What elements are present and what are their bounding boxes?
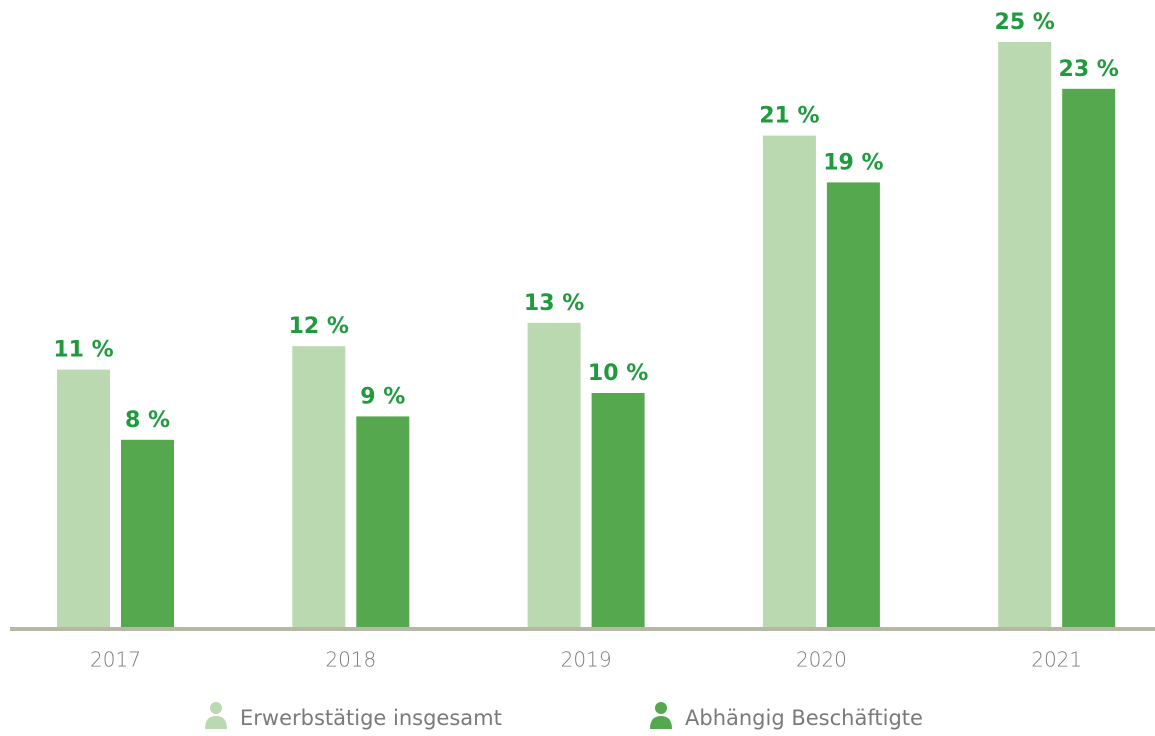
x-tick-label: 2021 xyxy=(1031,648,1082,672)
value-label: 10 % xyxy=(588,361,648,386)
value-label: 12 % xyxy=(289,314,349,339)
bar xyxy=(998,42,1052,627)
legend-label: Abhängig Beschäftigte xyxy=(685,706,923,730)
value-label: 13 % xyxy=(524,291,584,316)
x-tick-label: 2020 xyxy=(796,648,847,672)
value-label: 19 % xyxy=(823,150,883,175)
value-label: 9 % xyxy=(360,384,405,409)
bar xyxy=(527,322,581,627)
value-label: 23 % xyxy=(1059,57,1119,82)
value-label: 11 % xyxy=(53,338,113,363)
legend-icon xyxy=(650,716,672,729)
bar xyxy=(121,439,174,627)
x-tick-label: 2018 xyxy=(325,648,376,672)
legend-icon xyxy=(205,716,227,729)
bar xyxy=(356,416,410,627)
bar xyxy=(292,346,346,627)
bar xyxy=(1062,88,1116,628)
legend-label: Erwerbstätige insgesamt xyxy=(240,706,502,730)
x-tick-label: 2017 xyxy=(90,648,141,672)
value-label: 8 % xyxy=(125,408,170,433)
bar xyxy=(57,369,110,627)
bar xyxy=(826,182,880,627)
bar xyxy=(762,135,816,627)
value-label: 25 % xyxy=(995,10,1055,35)
x-tick-label: 2019 xyxy=(561,648,612,672)
legend-icon xyxy=(210,702,222,714)
bar xyxy=(591,393,645,627)
legend-icon xyxy=(655,702,667,714)
value-label: 21 % xyxy=(759,104,819,129)
